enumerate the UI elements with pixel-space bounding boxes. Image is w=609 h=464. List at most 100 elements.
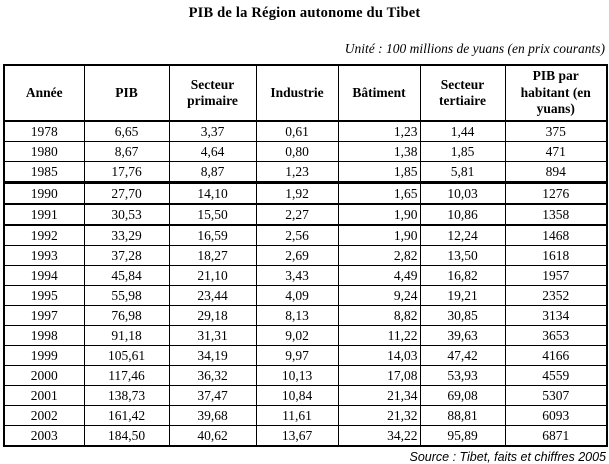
value-cell: 11,22 <box>337 325 421 346</box>
value-cell: 1,92 <box>255 182 339 205</box>
value-cell: 37,47 <box>168 385 257 406</box>
col-header-industrie: Industrie <box>255 64 339 122</box>
value-cell: 3,37 <box>168 120 257 142</box>
value-cell: 40,62 <box>168 425 257 447</box>
table-row: 1980 8,67 4,64 0,80 1,38 1,85 471 <box>3 141 608 162</box>
value-cell: 14,10 <box>168 182 257 205</box>
value-cell: 8,67 <box>83 141 170 162</box>
value-cell: 184,50 <box>83 425 170 447</box>
value-cell: 2,27 <box>255 203 339 226</box>
value-cell: 117,46 <box>83 365 170 386</box>
value-cell: 47,42 <box>419 345 506 366</box>
value-cell: 9,24 <box>337 285 421 306</box>
value-cell: 1,90 <box>337 203 421 226</box>
value-cell: 21,10 <box>168 265 257 286</box>
value-cell: 471 <box>504 141 608 162</box>
value-cell: 30,53 <box>83 203 170 226</box>
value-cell: 3134 <box>504 305 608 326</box>
value-cell: 1468 <box>504 224 608 246</box>
value-cell: 17,08 <box>337 365 421 386</box>
year-cell: 1997 <box>3 305 85 326</box>
table-row: 1997 76,98 29,18 8,13 8,82 30,85 3134 <box>3 305 608 326</box>
year-cell: 1995 <box>3 285 85 306</box>
table-row: 2000 117,46 36,32 10,13 17,08 53,93 4559 <box>3 365 608 386</box>
value-cell: 39,63 <box>419 325 506 346</box>
header-row: Année PIB Secteur primaire Industrie Bât… <box>3 64 608 122</box>
value-cell: 37,28 <box>83 245 170 266</box>
gdp-table: Année PIB Secteur primaire Industrie Bât… <box>3 64 608 447</box>
value-cell: 894 <box>504 161 608 184</box>
value-cell: 30,85 <box>419 305 506 326</box>
value-cell: 29,18 <box>168 305 257 326</box>
value-cell: 16,82 <box>419 265 506 286</box>
table-row: 1985 17,76 8,87 1,23 1,85 5,81 894 <box>3 161 608 184</box>
value-cell: 55,98 <box>83 285 170 306</box>
value-cell: 1276 <box>504 182 608 205</box>
value-cell: 1,23 <box>255 161 339 184</box>
value-cell: 8,13 <box>255 305 339 326</box>
value-cell: 2,56 <box>255 224 339 246</box>
table-row: 2003 184,50 40,62 13,67 34,22 95,89 6871 <box>3 425 608 447</box>
value-cell: 161,42 <box>83 405 170 426</box>
table-row: 1990 27,70 14,10 1,92 1,65 10,03 1276 <box>3 182 608 205</box>
col-header-secteur-primaire: Secteur primaire <box>168 64 257 122</box>
col-header-pib: PIB <box>83 64 170 122</box>
value-cell: 5,81 <box>419 161 506 184</box>
source-note: Source : Tibet, faits et chiffres 2005 <box>409 450 606 464</box>
value-cell: 12,24 <box>419 224 506 246</box>
year-cell: 1994 <box>3 265 85 286</box>
value-cell: 27,70 <box>83 182 170 205</box>
table-row: 1995 55,98 23,44 4,09 9,24 19,21 2352 <box>3 285 608 306</box>
value-cell: 53,93 <box>419 365 506 386</box>
value-cell: 36,32 <box>168 365 257 386</box>
value-cell: 1,65 <box>337 182 421 205</box>
value-cell: 31,31 <box>168 325 257 346</box>
value-cell: 13,50 <box>419 245 506 266</box>
gdp-table-body: 1978 6,65 3,37 0,61 1,23 1,44 375 1980 8,67 4,64 0… <box>3 120 608 447</box>
value-cell: 9,02 <box>255 325 339 346</box>
value-cell: 1358 <box>504 203 608 226</box>
table-row: 1991 30,53 15,50 2,27 1,90 10,86 1358 <box>3 203 608 226</box>
value-cell: 18,27 <box>168 245 257 266</box>
value-cell: 13,67 <box>255 425 339 447</box>
value-cell: 69,08 <box>419 385 506 406</box>
value-cell: 34,19 <box>168 345 257 366</box>
value-cell: 21,34 <box>337 385 421 406</box>
value-cell: 4,64 <box>168 141 257 162</box>
year-cell: 2003 <box>3 425 85 447</box>
value-cell: 33,29 <box>83 224 170 246</box>
year-cell: 1990 <box>3 182 85 205</box>
value-cell: 3,43 <box>255 265 339 286</box>
year-cell: 1992 <box>3 224 85 246</box>
value-cell: 4559 <box>504 365 608 386</box>
value-cell: 6,65 <box>83 120 170 142</box>
value-cell: 1957 <box>504 265 608 286</box>
year-cell: 1991 <box>3 203 85 226</box>
value-cell: 2,82 <box>337 245 421 266</box>
table-row: 2001 138,73 37,47 10,84 21,34 69,08 5307 <box>3 385 608 406</box>
value-cell: 76,98 <box>83 305 170 326</box>
value-cell: 17,76 <box>83 161 170 184</box>
year-cell: 1980 <box>3 141 85 162</box>
value-cell: 4166 <box>504 345 608 366</box>
value-cell: 105,61 <box>83 345 170 366</box>
value-cell: 88,81 <box>419 405 506 426</box>
value-cell: 39,68 <box>168 405 257 426</box>
col-header-secteur-tertiaire: Secteur tertiaire <box>419 64 506 122</box>
value-cell: 19,21 <box>419 285 506 306</box>
unit-note: Unité : 100 millions de yuans (en prix c… <box>344 41 605 56</box>
value-cell: 23,44 <box>168 285 257 306</box>
value-cell: 8,87 <box>168 161 257 184</box>
value-cell: 14,03 <box>337 345 421 366</box>
value-cell: 15,50 <box>168 203 257 226</box>
gdp-table-header: Année PIB Secteur primaire Industrie Bât… <box>3 64 608 122</box>
value-cell: 138,73 <box>83 385 170 406</box>
value-cell: 0,61 <box>255 120 339 142</box>
value-cell: 6871 <box>504 425 608 447</box>
value-cell: 95,89 <box>419 425 506 447</box>
year-cell: 1999 <box>3 345 85 366</box>
value-cell: 8,82 <box>337 305 421 326</box>
value-cell: 375 <box>504 120 608 142</box>
value-cell: 1,85 <box>337 161 421 184</box>
value-cell: 4,09 <box>255 285 339 306</box>
